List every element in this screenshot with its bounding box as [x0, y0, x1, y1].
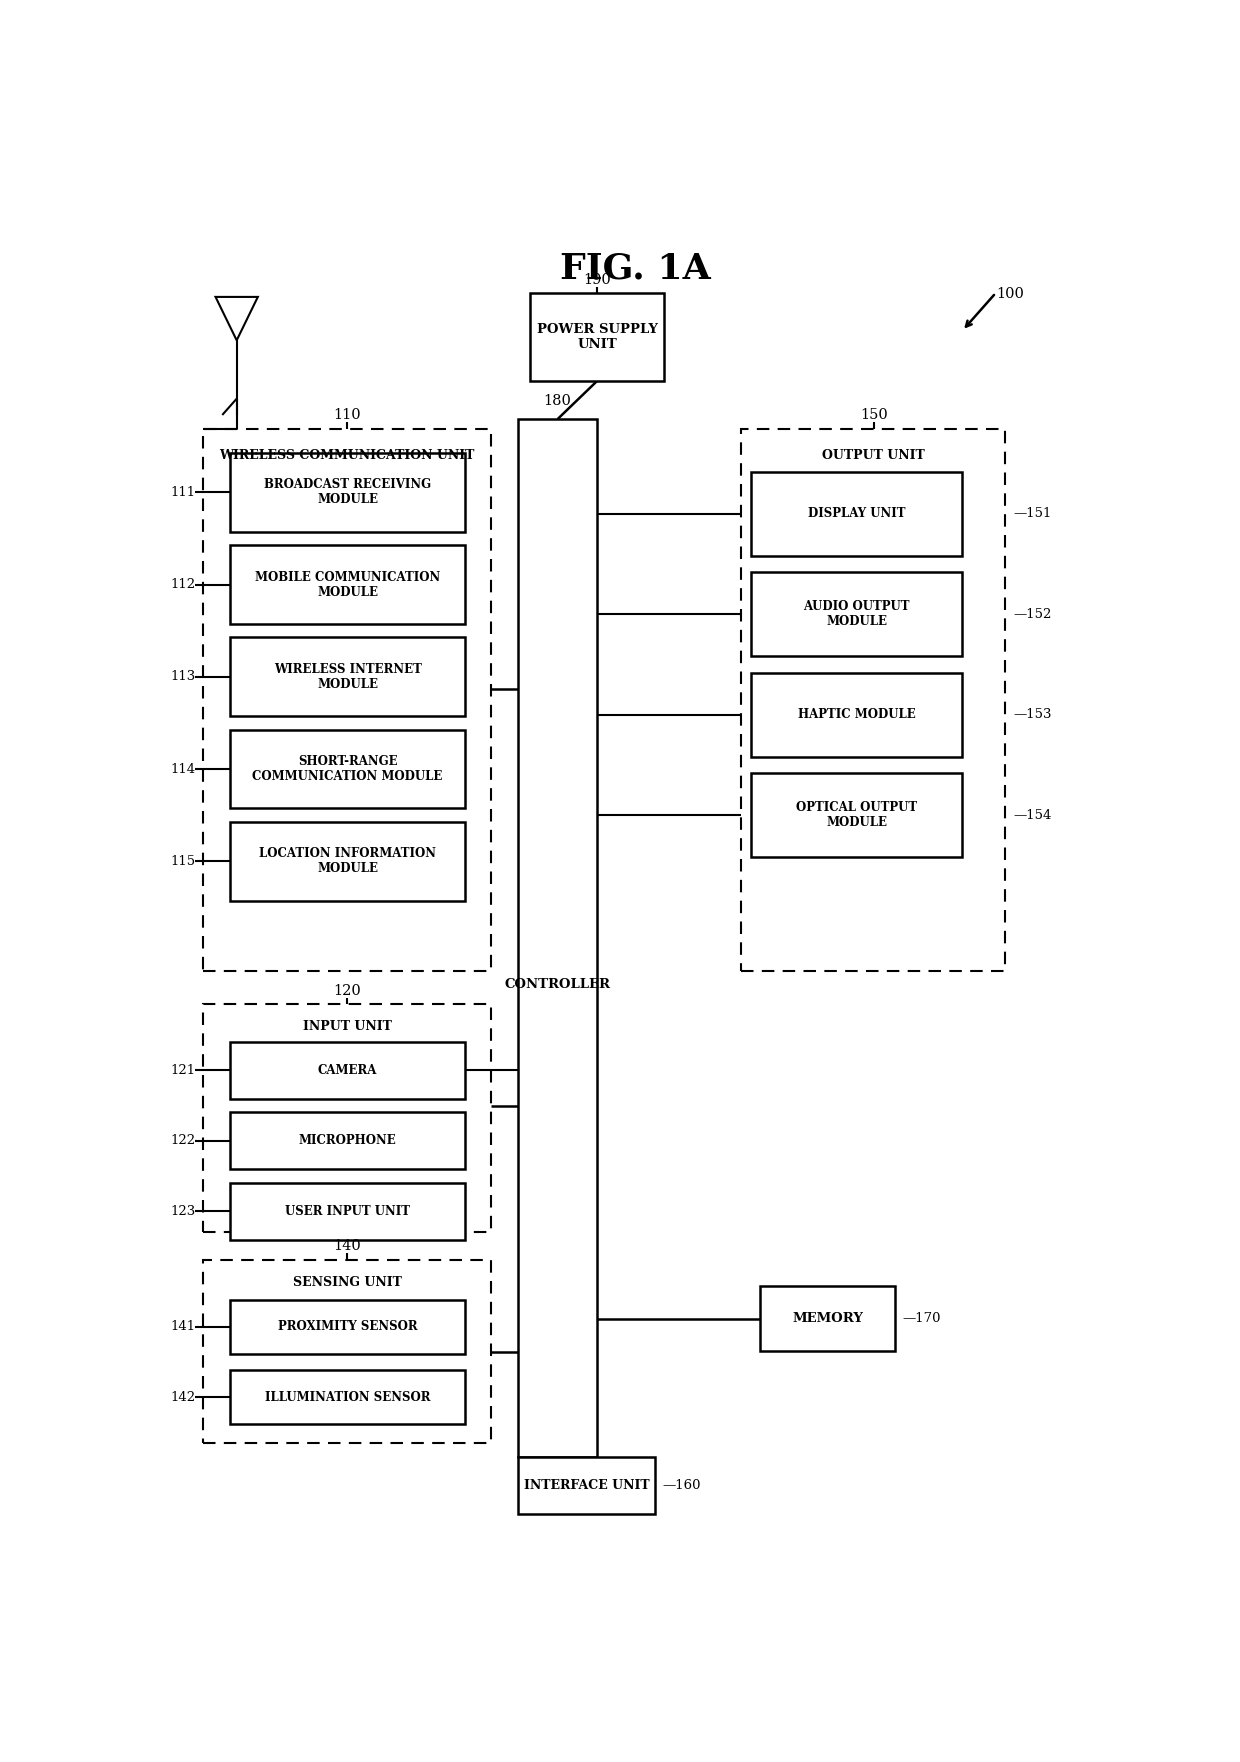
Text: 142: 142 — [170, 1390, 196, 1404]
Bar — [229, 1041, 465, 1099]
Bar — [529, 292, 665, 381]
Text: —152: —152 — [1013, 608, 1052, 620]
Text: CAMERA: CAMERA — [317, 1064, 377, 1077]
Text: POWER SUPPLY
UNIT: POWER SUPPLY UNIT — [537, 322, 657, 351]
Bar — [760, 1286, 895, 1351]
Bar — [518, 1457, 655, 1514]
Bar — [229, 1371, 465, 1424]
Text: FIG. 1A: FIG. 1A — [560, 252, 711, 285]
Bar — [518, 419, 598, 1457]
Text: —170: —170 — [903, 1313, 941, 1325]
Text: INTERFACE UNIT: INTERFACE UNIT — [523, 1478, 650, 1492]
Bar — [229, 453, 465, 532]
Bar — [751, 573, 962, 657]
Text: —160: —160 — [662, 1478, 701, 1492]
Text: CONTROLLER: CONTROLLER — [505, 978, 610, 992]
Bar — [203, 428, 491, 971]
Text: WIRELESS INTERNET
MODULE: WIRELESS INTERNET MODULE — [274, 663, 422, 691]
Bar — [229, 638, 465, 715]
Text: 114: 114 — [170, 763, 196, 775]
Text: 110: 110 — [334, 407, 361, 421]
Text: 141: 141 — [170, 1320, 196, 1334]
Bar — [751, 673, 962, 758]
Text: HAPTIC MODULE: HAPTIC MODULE — [797, 708, 915, 721]
Text: MEMORY: MEMORY — [792, 1313, 863, 1325]
Text: 115: 115 — [170, 855, 196, 869]
Text: PROXIMITY SENSOR: PROXIMITY SENSOR — [278, 1320, 418, 1334]
Text: 121: 121 — [170, 1064, 196, 1077]
Text: OUTPUT UNIT: OUTPUT UNIT — [822, 449, 925, 462]
Text: MICROPHONE: MICROPHONE — [299, 1135, 397, 1147]
Bar — [229, 823, 465, 900]
Bar — [229, 729, 465, 809]
Text: USER INPUT UNIT: USER INPUT UNIT — [285, 1205, 410, 1218]
Text: —153: —153 — [1013, 708, 1052, 721]
Text: 150: 150 — [861, 407, 888, 421]
Text: 180: 180 — [543, 395, 572, 409]
Text: ILLUMINATION SENSOR: ILLUMINATION SENSOR — [265, 1390, 430, 1404]
Text: BROADCAST RECEIVING
MODULE: BROADCAST RECEIVING MODULE — [264, 478, 432, 506]
Text: DISPLAY UNIT: DISPLAY UNIT — [807, 507, 905, 520]
Text: OPTICAL OUTPUT
MODULE: OPTICAL OUTPUT MODULE — [796, 802, 918, 830]
Text: INPUT UNIT: INPUT UNIT — [303, 1020, 392, 1033]
Text: 112: 112 — [170, 578, 196, 590]
Bar — [229, 544, 465, 624]
Text: 190: 190 — [583, 273, 611, 287]
Bar — [203, 1260, 491, 1443]
Text: 111: 111 — [170, 486, 196, 499]
Polygon shape — [216, 298, 258, 340]
Text: 113: 113 — [170, 670, 196, 684]
Bar — [751, 774, 962, 858]
Text: MOBILE COMMUNICATION
MODULE: MOBILE COMMUNICATION MODULE — [255, 571, 440, 599]
Text: 120: 120 — [334, 985, 361, 999]
Bar — [742, 428, 1006, 971]
Text: 140: 140 — [334, 1239, 361, 1253]
Text: SHORT-RANGE
COMMUNICATION MODULE: SHORT-RANGE COMMUNICATION MODULE — [253, 756, 443, 782]
Bar — [229, 1182, 465, 1240]
Bar — [751, 472, 962, 557]
Text: AUDIO OUTPUT
MODULE: AUDIO OUTPUT MODULE — [804, 601, 910, 629]
Bar — [229, 1112, 465, 1170]
Text: LOCATION INFORMATION
MODULE: LOCATION INFORMATION MODULE — [259, 848, 436, 876]
Text: WIRELESS COMMUNICATION UNIT: WIRELESS COMMUNICATION UNIT — [219, 449, 475, 462]
Text: SENSING UNIT: SENSING UNIT — [293, 1276, 402, 1290]
Bar — [229, 1300, 465, 1353]
Text: 122: 122 — [170, 1135, 196, 1147]
Text: —151: —151 — [1013, 507, 1052, 520]
Text: 100: 100 — [996, 287, 1024, 301]
Text: —154: —154 — [1013, 809, 1052, 821]
Bar — [203, 1004, 491, 1232]
Text: 123: 123 — [170, 1205, 196, 1218]
